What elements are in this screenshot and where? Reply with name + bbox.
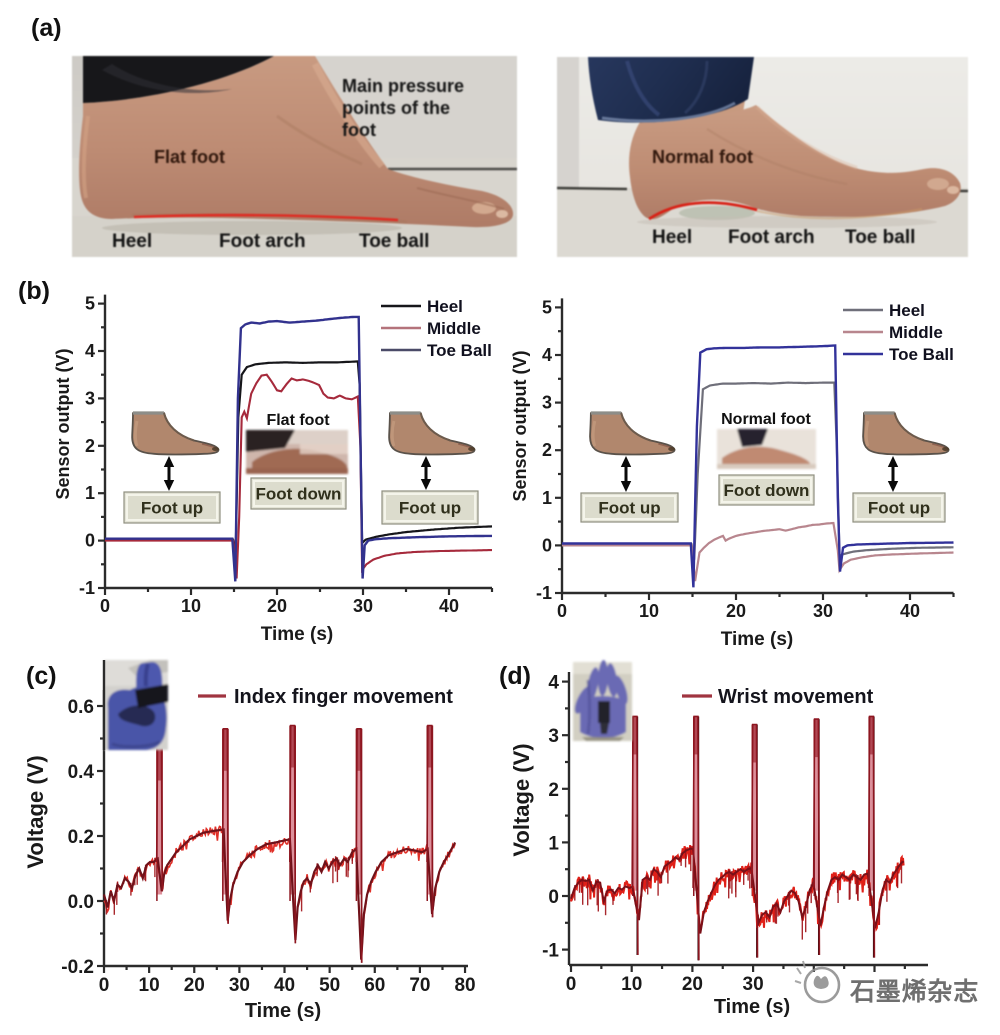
svg-text:1: 1 [542, 488, 552, 508]
svg-text:Time (s): Time (s) [245, 1000, 321, 1022]
svg-text:10: 10 [621, 974, 642, 995]
svg-text:20: 20 [726, 601, 746, 621]
svg-text:70: 70 [409, 975, 430, 996]
svg-text:Middle: Middle [889, 323, 943, 342]
svg-text:4: 4 [85, 341, 95, 361]
svg-text:(d): (d) [499, 662, 531, 690]
svg-text:Voltage (V): Voltage (V) [23, 755, 48, 868]
svg-text:20: 20 [267, 596, 287, 616]
svg-text:Normal foot: Normal foot [652, 147, 753, 167]
svg-text:-0.2: -0.2 [61, 957, 94, 978]
svg-text:30: 30 [813, 601, 833, 621]
svg-text:4: 4 [548, 673, 559, 694]
svg-text:80: 80 [454, 975, 475, 996]
svg-text:Wrist movement: Wrist movement [718, 686, 874, 708]
svg-text:0: 0 [566, 974, 577, 995]
svg-text:40: 40 [274, 975, 295, 996]
svg-text:1: 1 [548, 833, 559, 854]
svg-text:Voltage (V): Voltage (V) [509, 743, 534, 856]
svg-text:50: 50 [319, 975, 340, 996]
svg-text:Time (s): Time (s) [261, 624, 334, 645]
svg-text:Heel: Heel [427, 297, 463, 316]
svg-text:-1: -1 [542, 941, 559, 962]
svg-text:Normal foot: Normal foot [721, 411, 811, 428]
svg-text:Toe ball: Toe ball [359, 231, 429, 252]
svg-text:30: 30 [353, 596, 373, 616]
svg-text:Sensor output (V): Sensor output (V) [510, 351, 530, 502]
svg-text:Main pressure: Main pressure [342, 76, 464, 96]
svg-text:0.2: 0.2 [68, 827, 94, 848]
svg-text:30: 30 [229, 975, 250, 996]
svg-text:10: 10 [181, 596, 201, 616]
svg-text:20: 20 [184, 975, 205, 996]
svg-text:0: 0 [557, 601, 567, 621]
svg-text:3: 3 [548, 726, 559, 747]
svg-text:10: 10 [639, 601, 659, 621]
svg-text:40: 40 [900, 601, 920, 621]
svg-text:Time (s): Time (s) [714, 996, 790, 1018]
svg-text:0: 0 [100, 596, 110, 616]
svg-text:5: 5 [542, 297, 552, 317]
svg-text:Toe Ball: Toe Ball [889, 345, 954, 364]
svg-text:40: 40 [439, 596, 459, 616]
svg-text:2: 2 [542, 440, 552, 460]
svg-text:0.4: 0.4 [68, 762, 95, 783]
svg-text:10: 10 [139, 975, 160, 996]
svg-text:points of the: points of the [342, 98, 450, 118]
svg-text:-1: -1 [536, 583, 552, 603]
svg-text:Index finger movement: Index finger movement [234, 686, 453, 708]
svg-text:0: 0 [542, 535, 552, 555]
svg-text:(c): (c) [26, 662, 57, 690]
svg-text:0.0: 0.0 [68, 892, 94, 913]
svg-text:1: 1 [85, 483, 95, 503]
svg-text:Heel: Heel [652, 227, 692, 248]
svg-text:2: 2 [548, 780, 559, 801]
svg-text:30: 30 [743, 974, 764, 995]
svg-text:Flat foot: Flat foot [266, 412, 330, 429]
svg-text:Foot up: Foot up [598, 499, 660, 518]
svg-text:0: 0 [548, 887, 559, 908]
svg-text:60: 60 [364, 975, 385, 996]
svg-text:5: 5 [85, 294, 95, 314]
svg-text:Flat foot: Flat foot [154, 147, 225, 167]
svg-text:Middle: Middle [427, 319, 481, 338]
svg-text:Foot down: Foot down [724, 481, 810, 500]
svg-text:0: 0 [99, 975, 110, 996]
svg-text:Foot up: Foot up [868, 499, 930, 518]
svg-text:Time (s): Time (s) [721, 629, 794, 650]
svg-text:2: 2 [85, 436, 95, 456]
svg-text:Foot up: Foot up [141, 499, 203, 518]
svg-text:Heel: Heel [112, 231, 152, 252]
svg-text:-1: -1 [79, 578, 95, 598]
svg-text:Foot up: Foot up [399, 499, 461, 518]
svg-text:3: 3 [85, 388, 95, 408]
svg-text:3: 3 [542, 393, 552, 413]
svg-text:Toe Ball: Toe Ball [427, 341, 492, 360]
svg-text:Foot arch: Foot arch [219, 231, 306, 252]
svg-text:Toe ball: Toe ball [845, 227, 915, 248]
svg-text:foot: foot [342, 120, 376, 140]
svg-text:Foot down: Foot down [256, 485, 342, 504]
svg-text:石墨烯杂志: 石墨烯杂志 [849, 978, 979, 1006]
svg-text:0.6: 0.6 [68, 697, 94, 718]
svg-text:0: 0 [85, 531, 95, 551]
svg-text:(b): (b) [18, 277, 50, 305]
svg-text:Heel: Heel [889, 301, 925, 320]
svg-text:Sensor output (V): Sensor output (V) [53, 349, 73, 500]
svg-text:Foot arch: Foot arch [728, 227, 815, 248]
svg-text:4: 4 [542, 345, 552, 365]
svg-text:20: 20 [682, 974, 703, 995]
